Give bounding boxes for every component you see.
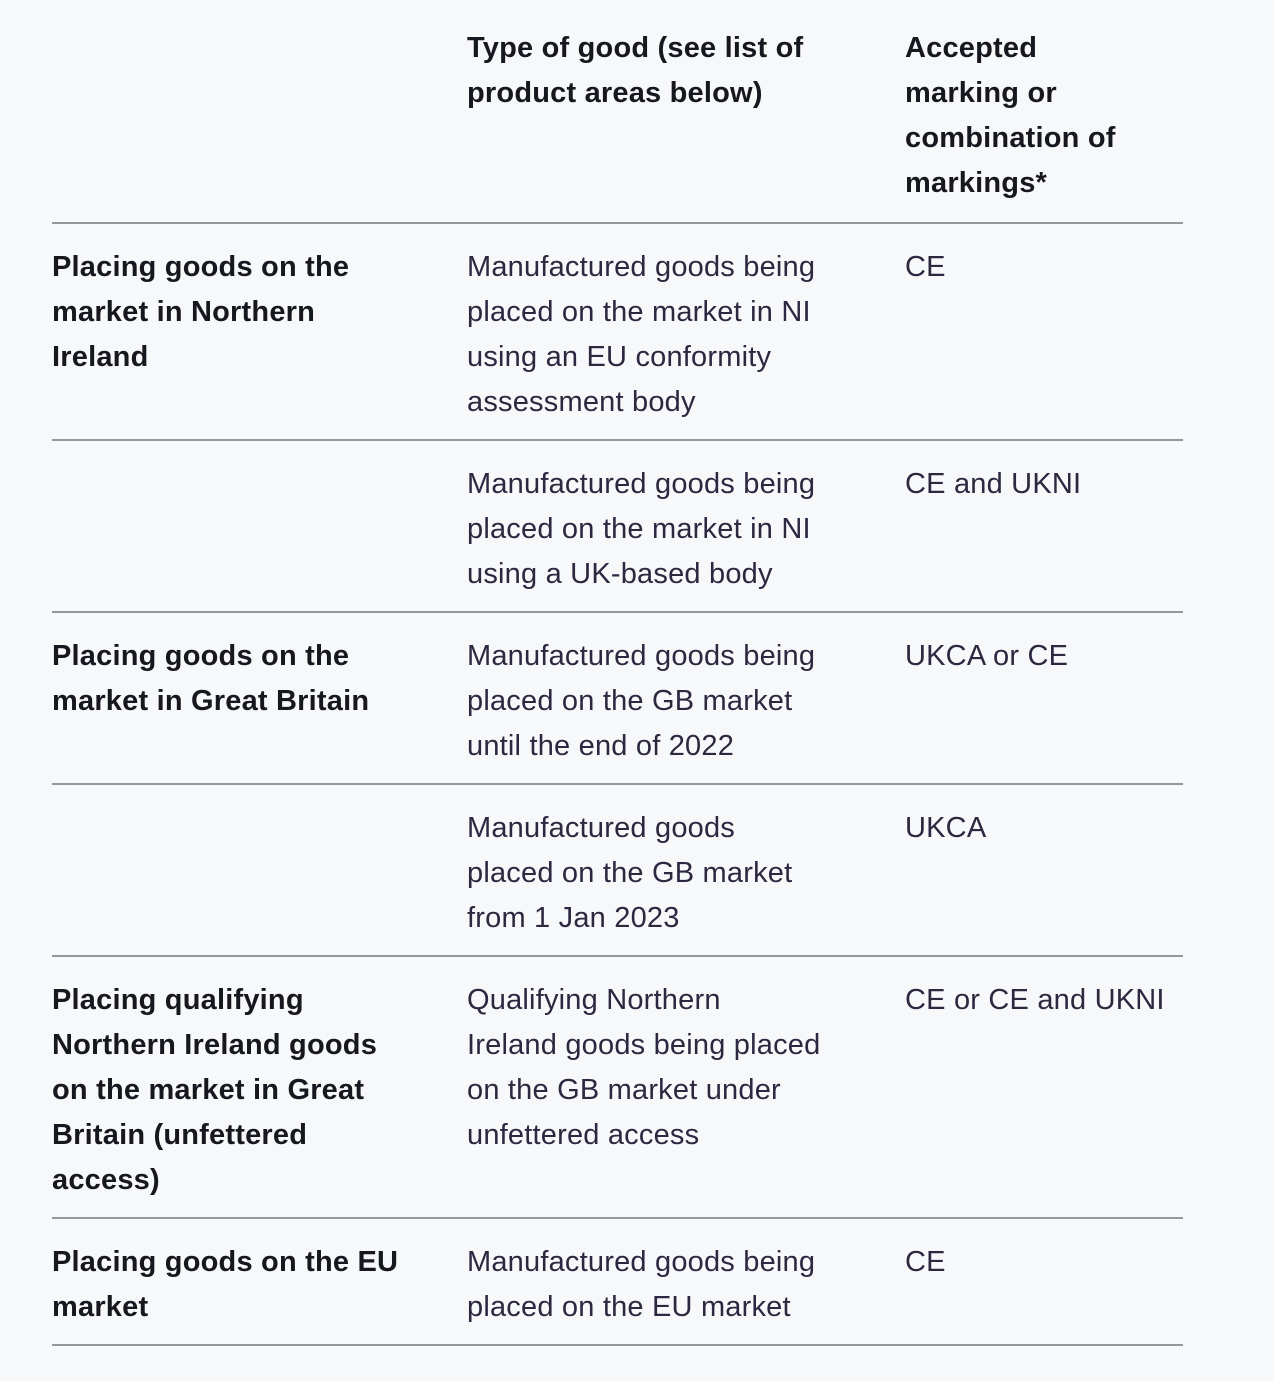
page: Type of good (see list of product areas … <box>52 26 1183 1346</box>
row-scenario-label <box>52 784 467 957</box>
column-header-scenario <box>52 26 467 224</box>
row-scenario-label: Placing goods on the market in Northern … <box>52 223 467 441</box>
markings-table: Type of good (see list of product areas … <box>52 26 1183 1346</box>
table-row: Manufactured goods being placed on the m… <box>52 440 1183 613</box>
row-accepted-marking: CE or CE and UKNI <box>905 956 1183 1219</box>
row-type-of-good: Manufactured goods being placed on the m… <box>467 223 905 441</box>
row-scenario-label <box>52 440 467 613</box>
header-row: Type of good (see list of product areas … <box>52 26 1183 224</box>
row-accepted-marking: CE <box>905 1218 1183 1346</box>
table-body: Placing goods on the market in Northern … <box>52 223 1183 1346</box>
row-accepted-marking: UKCA <box>905 784 1183 957</box>
table-row: Manufactured goods placed on the GB mark… <box>52 784 1183 957</box>
row-scenario-label: Placing goods on the market in Great Bri… <box>52 612 467 785</box>
table-row: Placing goods on the EU market Manufactu… <box>52 1218 1183 1346</box>
column-header-type-of-good: Type of good (see list of product areas … <box>467 26 905 224</box>
row-type-of-good: Manufactured goods being placed on the m… <box>467 440 905 613</box>
table-row: Placing qualifying Northern Ireland good… <box>52 956 1183 1219</box>
row-type-of-good: Manufactured goods being placed on the G… <box>467 612 905 785</box>
table-row: Placing goods on the market in Northern … <box>52 223 1183 441</box>
row-accepted-marking: CE and UKNI <box>905 440 1183 613</box>
row-accepted-marking: CE <box>905 223 1183 441</box>
row-scenario-label: Placing goods on the EU market <box>52 1218 467 1346</box>
table-header: Type of good (see list of product areas … <box>52 26 1183 224</box>
column-header-accepted-marking: Accepted marking or combination of marki… <box>905 26 1183 224</box>
row-scenario-label: Placing qualifying Northern Ireland good… <box>52 956 467 1219</box>
row-type-of-good: Manufactured goods placed on the GB mark… <box>467 784 905 957</box>
table-row: Placing goods on the market in Great Bri… <box>52 612 1183 785</box>
row-accepted-marking: UKCA or CE <box>905 612 1183 785</box>
row-type-of-good: Qualifying Northern Ireland goods being … <box>467 956 905 1219</box>
row-type-of-good: Manufactured goods being placed on the E… <box>467 1218 905 1346</box>
